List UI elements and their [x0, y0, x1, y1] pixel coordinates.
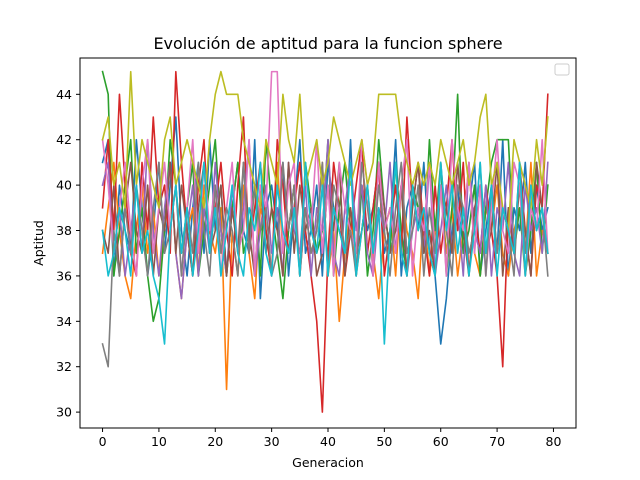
y-tick-label: 38 [56, 223, 72, 238]
x-tick-label: 70 [489, 434, 505, 449]
series-line-9 [101, 70, 549, 232]
x-tick-label: 10 [151, 434, 167, 449]
y-tick-label: 44 [56, 87, 72, 102]
x-axis-label: Generacion [292, 455, 364, 470]
x-tick-label: 20 [207, 434, 223, 449]
y-tick-label: 32 [56, 359, 72, 374]
y-axis-label: Aptitud [31, 220, 46, 266]
y-tick-label: 36 [56, 268, 72, 283]
y-tick-label: 42 [56, 132, 72, 147]
x-tick-label: 0 [99, 434, 107, 449]
y-tick-label: 30 [56, 405, 72, 420]
legend [554, 63, 570, 76]
x-axis-ticks: 0 10 20 30 40 50 60 70 80 [99, 428, 562, 449]
y-axis-ticks: 30 32 34 36 38 40 42 44 [56, 87, 80, 420]
chart-title: Evolución de aptitud para la funcion sph… [153, 34, 502, 53]
x-tick-label: 80 [546, 434, 562, 449]
series-layer [101, 70, 549, 413]
series-line-10 [101, 161, 549, 345]
x-tick-label: 60 [433, 434, 449, 449]
legend-box [554, 63, 570, 76]
y-tick-label: 34 [56, 314, 72, 329]
x-tick-label: 30 [264, 434, 280, 449]
y-tick-label: 40 [56, 178, 72, 193]
x-tick-label: 40 [320, 434, 336, 449]
x-tick-label: 50 [376, 434, 392, 449]
